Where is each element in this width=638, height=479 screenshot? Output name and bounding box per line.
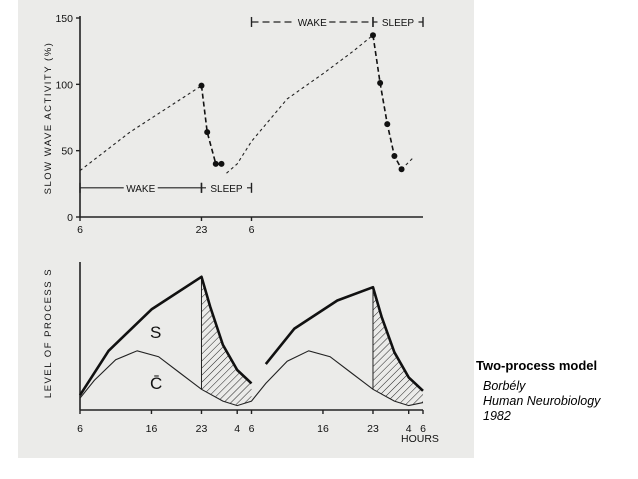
swa-data-point (198, 82, 205, 89)
bottom-x-tick-label: 6 (249, 423, 255, 435)
state-bar-label: SLEEP (382, 18, 415, 29)
state-bar-label-bg (123, 181, 158, 194)
process-c-curve (79, 350, 424, 407)
process-c-label: C̄ (150, 374, 162, 393)
bottom-x-tick-label: 6 (420, 423, 426, 435)
caption-title: Two-process model (476, 358, 598, 373)
top-y-tick-label: 100 (55, 79, 73, 91)
bottom-panel: LEVEL OF PROCESS S S C̄ HOURS 6 16 23 4 6 16 2… (43, 262, 439, 445)
top-x-tick-label: 6 (77, 224, 83, 236)
sleep-hatched-region (373, 287, 423, 406)
top-x-tick-label: 23 (196, 224, 208, 236)
state-bar-label-bg (205, 181, 247, 194)
caption-journal: Human Neurobiology (483, 394, 601, 408)
bottom-x-tick-label: 4 (234, 423, 240, 435)
process-s-label: S (150, 323, 161, 342)
swa-trend-curve (226, 34, 374, 174)
sleep-hatched-region (201, 276, 252, 406)
bottom-x-tick-label: 16 (317, 423, 329, 435)
caption-author: Borbély (483, 379, 526, 393)
bottom-x-tick-label: 23 (196, 423, 208, 435)
bottom-y-axis-label: LEVEL OF PROCESS S (43, 268, 54, 398)
swa-data-point (398, 166, 405, 173)
bottom-x-tick-label: 4 (406, 423, 412, 435)
bottom-x-tick-label: 6 (77, 423, 83, 435)
figure-scan: SLOW WAVE ACTIVITY (%) 0 50 100 150 6 23 6 WAKE… (18, 0, 474, 458)
swa-data-point (391, 152, 398, 159)
x-axis-label-hours: HOURS (401, 433, 439, 445)
swa-data-point (204, 129, 211, 136)
swa-data-point (384, 121, 391, 128)
state-bar-label-bg (377, 15, 419, 28)
swa-data-point (377, 80, 384, 87)
swa-data-point (369, 32, 376, 39)
swa-series-line (200, 85, 222, 165)
two-process-figure: SLOW WAVE ACTIVITY (%) 0 50 100 150 6 23 6 WAKE… (43, 13, 439, 445)
top-y-axis-label: SLOW WAVE ACTIVITY (%) (43, 42, 54, 195)
top-y-tick-label: 50 (61, 146, 73, 158)
top-y-tick-label: 150 (55, 13, 73, 25)
state-bar-label: SLEEP (210, 184, 243, 195)
bottom-x-tick-label: 16 (146, 423, 158, 435)
top-x-tick-label: 6 (249, 224, 255, 236)
swa-data-point (212, 160, 219, 167)
state-bar-label: WAKE (126, 184, 155, 195)
swa-trend-curve (79, 85, 202, 172)
state-bar-label: WAKE (298, 18, 327, 29)
caption-citation: Borbély Human Neurobiology 1982 (483, 379, 636, 424)
swa-series-line (372, 35, 403, 170)
caption-block: Two-process model Borbély Human Neurobio… (476, 358, 636, 424)
caption-year: 1982 (483, 409, 511, 423)
top-panel: SLOW WAVE ACTIVITY (%) 0 50 100 150 6 23 6 WAKE… (43, 13, 424, 236)
top-y-tick-label: 0 (67, 212, 73, 224)
bottom-x-tick-label: 23 (367, 423, 379, 435)
process-s-curve (78, 275, 424, 396)
state-bar-label-bg (295, 15, 330, 28)
swa-data-point (218, 160, 225, 167)
